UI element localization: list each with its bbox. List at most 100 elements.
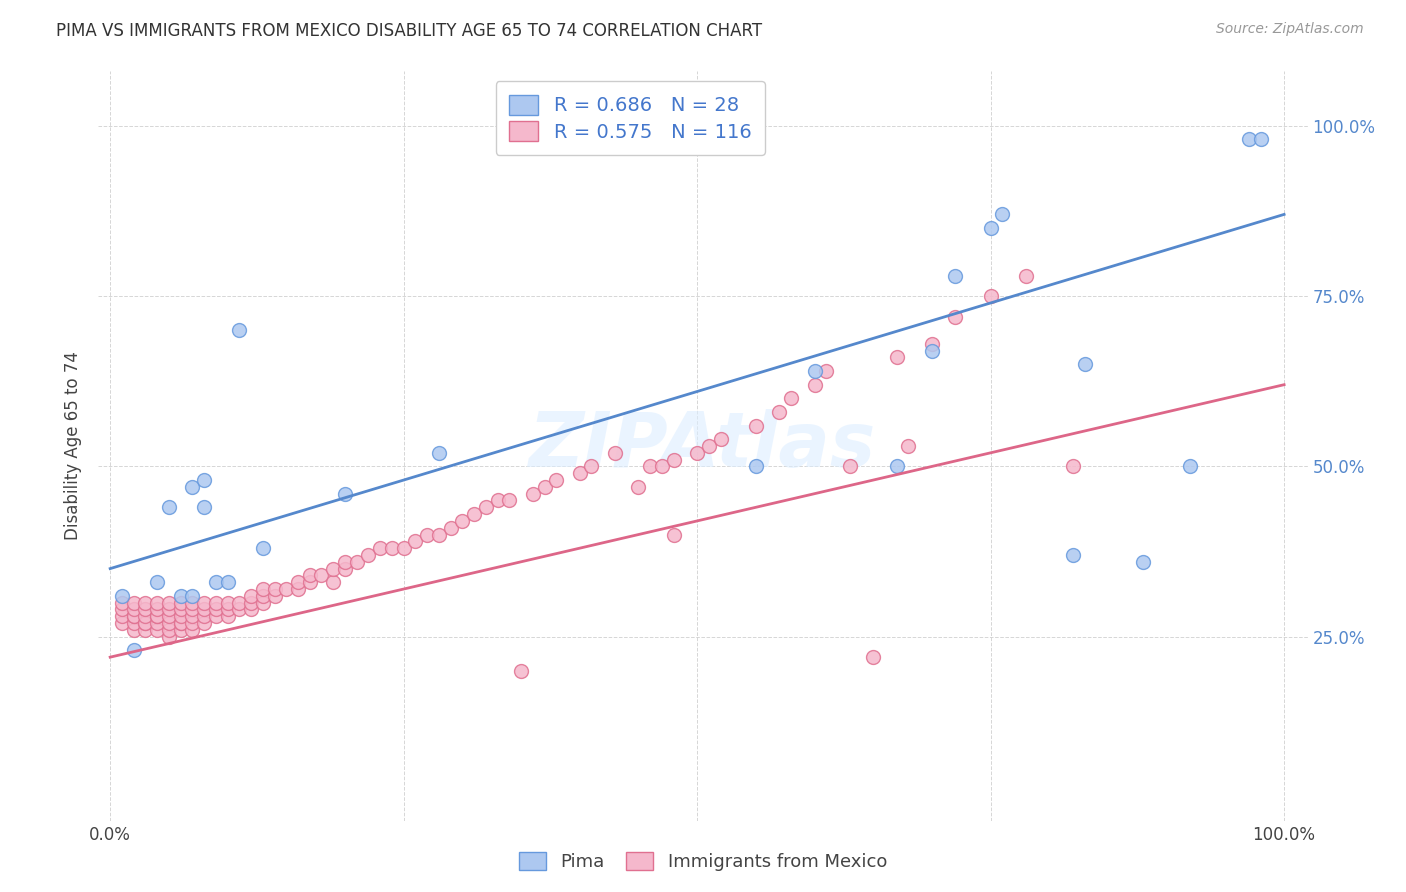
Point [322, 575, 344, 590]
Point [568, 467, 591, 481]
Point [416, 527, 439, 541]
Point [603, 446, 626, 460]
Point [122, 643, 145, 657]
Point [134, 616, 156, 631]
Point [169, 596, 191, 610]
Point [815, 364, 838, 378]
Point [463, 507, 485, 521]
Point [134, 596, 156, 610]
Point [240, 589, 263, 603]
Point [862, 650, 884, 665]
Point [217, 602, 239, 616]
Point [392, 541, 415, 556]
Y-axis label: Disability Age 65 to 74: Disability Age 65 to 74 [65, 351, 83, 541]
Point [181, 602, 204, 616]
Text: PIMA VS IMMIGRANTS FROM MEXICO DISABILITY AGE 65 TO 74 CORRELATION CHART: PIMA VS IMMIGRANTS FROM MEXICO DISABILIT… [56, 22, 762, 40]
Point [921, 336, 943, 351]
Point [333, 555, 356, 569]
Point [780, 392, 803, 406]
Point [228, 596, 250, 610]
Point [122, 609, 145, 624]
Point [991, 207, 1014, 221]
Point [157, 623, 180, 637]
Point [475, 500, 498, 515]
Point [122, 616, 145, 631]
Point [181, 596, 204, 610]
Point [204, 596, 226, 610]
Point [651, 459, 673, 474]
Point [945, 268, 967, 283]
Point [181, 609, 204, 624]
Point [1132, 555, 1154, 569]
Point [122, 623, 145, 637]
Point [193, 609, 215, 624]
Point [404, 534, 426, 549]
Point [803, 364, 825, 378]
Point [311, 568, 333, 582]
Point [240, 596, 263, 610]
Point [381, 541, 404, 556]
Point [662, 452, 685, 467]
Point [287, 575, 309, 590]
Point [193, 596, 215, 610]
Point [217, 575, 239, 590]
Point [886, 459, 908, 474]
Point [111, 609, 134, 624]
Point [897, 439, 920, 453]
Point [252, 596, 274, 610]
Point [169, 616, 191, 631]
Point [803, 377, 825, 392]
Point [122, 609, 145, 624]
Point [333, 486, 356, 500]
Point [111, 589, 134, 603]
Point [217, 609, 239, 624]
Point [146, 609, 169, 624]
Point [157, 596, 180, 610]
Point [287, 582, 309, 596]
Point [921, 343, 943, 358]
Point [263, 589, 285, 603]
Point [522, 486, 544, 500]
Point [181, 589, 204, 603]
Point [157, 609, 180, 624]
Point [134, 609, 156, 624]
Point [745, 459, 768, 474]
Point [322, 561, 344, 575]
Point [157, 616, 180, 631]
Point [146, 602, 169, 616]
Point [498, 493, 520, 508]
Point [980, 221, 1002, 235]
Point [451, 514, 474, 528]
Point [886, 351, 908, 365]
Point [533, 480, 555, 494]
Point [157, 602, 180, 616]
Point [710, 432, 733, 446]
Point [427, 446, 450, 460]
Point [1250, 132, 1272, 146]
Legend: R = 0.686   N = 28, R = 0.575   N = 116: R = 0.686 N = 28, R = 0.575 N = 116 [495, 81, 765, 155]
Point [276, 582, 298, 596]
Point [204, 602, 226, 616]
Point [193, 602, 215, 616]
Point [346, 555, 368, 569]
Point [627, 480, 650, 494]
Point [134, 602, 156, 616]
Point [146, 596, 169, 610]
Point [169, 589, 191, 603]
Point [1015, 268, 1038, 283]
Point [169, 616, 191, 631]
Point [169, 623, 191, 637]
Point [146, 616, 169, 631]
Point [546, 473, 568, 487]
Point [204, 609, 226, 624]
Point [298, 575, 321, 590]
Point [1073, 357, 1095, 371]
Point [252, 582, 274, 596]
Point [980, 289, 1002, 303]
Point [157, 500, 180, 515]
Legend: Pima, Immigrants from Mexico: Pima, Immigrants from Mexico [512, 845, 894, 879]
Point [252, 541, 274, 556]
Point [181, 480, 204, 494]
Point [122, 596, 145, 610]
Point [240, 602, 263, 616]
